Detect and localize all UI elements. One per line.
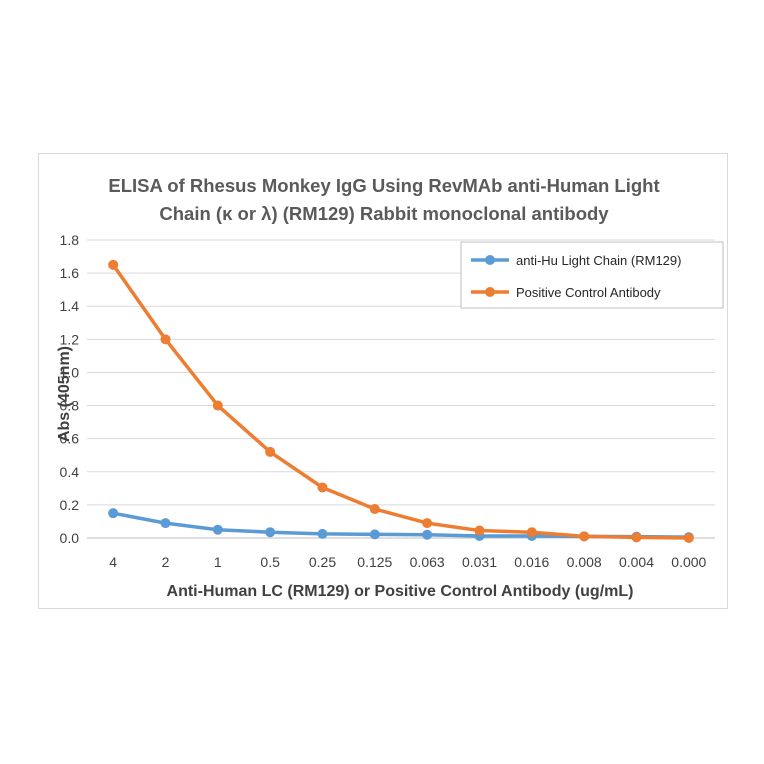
data-point [422,529,433,540]
data-point [317,528,328,539]
legend-item: anti-Hu Light Chain (RM129) [471,253,681,268]
legend-box [460,241,724,309]
y-tick-label: 0.0 [60,530,80,546]
x-tick-label: 2 [162,554,170,570]
data-point [212,524,223,535]
data-point [369,529,380,540]
y-tick-label: 0.2 [60,497,80,513]
series-lines [108,259,694,543]
x-tick-label: 0.063 [410,554,445,570]
y-tick-label: 1.2 [60,331,80,347]
x-tick-label: 0.5 [260,554,280,570]
x-tick-label: 1 [214,554,222,570]
y-tick-label: 1.8 [60,232,80,248]
x-axis-label: Anti-Human LC (RM129) or Positive Contro… [167,583,634,600]
data-point [160,334,171,345]
y-tick-label: 0.8 [60,398,80,414]
data-point [474,525,485,536]
chart-title-line-2: Chain (κ or λ) (RM129) Rabbit monoclonal… [159,203,609,224]
x-tick-label: 0.000 [671,554,706,570]
data-point [265,527,276,538]
x-tick-label: 0.125 [357,554,392,570]
legend-item: Positive Control Antibody [471,285,661,300]
x-tick-label: 0.031 [462,554,497,570]
legend-label: Positive Control Antibody [516,285,661,300]
chart-title-line-1: ELISA of Rhesus Monkey IgG Using RevMAb … [108,175,659,196]
y-axis-ticks: 0.0 0.2 0.4 0.6 0.8 1.0 1.2 1.4 1.6 1.8 [60,232,80,546]
y-tick-label: 1.4 [60,298,80,314]
data-point [526,527,537,538]
data-point [422,518,433,529]
series-2 [108,259,694,543]
data-point [317,482,328,493]
legend: anti-Hu Light Chain (RM129) Positive Cont… [460,241,724,309]
chart-svg: ELISA of Rhesus Monkey IgG Using RevMAb … [56,175,724,600]
data-point [369,504,380,515]
data-point [579,531,590,542]
data-point [160,518,171,529]
y-tick-label: 1.6 [60,265,80,281]
legend-marker [485,255,495,265]
x-tick-label: 0.004 [619,554,654,570]
data-point [212,400,223,411]
legend-label: anti-Hu Light Chain (RM129) [516,253,681,268]
series-line [111,263,691,540]
x-axis-ticks: 4 2 1 0.5 0.25 0.125 0.063 0.031 0.016 0.008 0.004… [109,554,706,570]
data-point [265,446,276,457]
data-point [108,508,119,519]
data-point [108,259,119,270]
data-point [683,533,694,543]
x-tick-label: 0.25 [309,554,336,570]
x-tick-label: 0.016 [514,554,549,570]
y-tick-label: 1.0 [60,364,80,380]
y-axis-label: Abs (405nm) [56,346,73,442]
x-tick-label: 4 [109,554,117,570]
legend-marker [485,287,495,297]
data-point [631,532,642,543]
x-tick-label: 0.008 [567,554,602,570]
y-tick-label: 0.6 [60,431,80,447]
y-tick-label: 0.4 [60,464,80,480]
chart-frame: ELISA of Rhesus Monkey IgG Using RevMAb … [38,153,728,609]
